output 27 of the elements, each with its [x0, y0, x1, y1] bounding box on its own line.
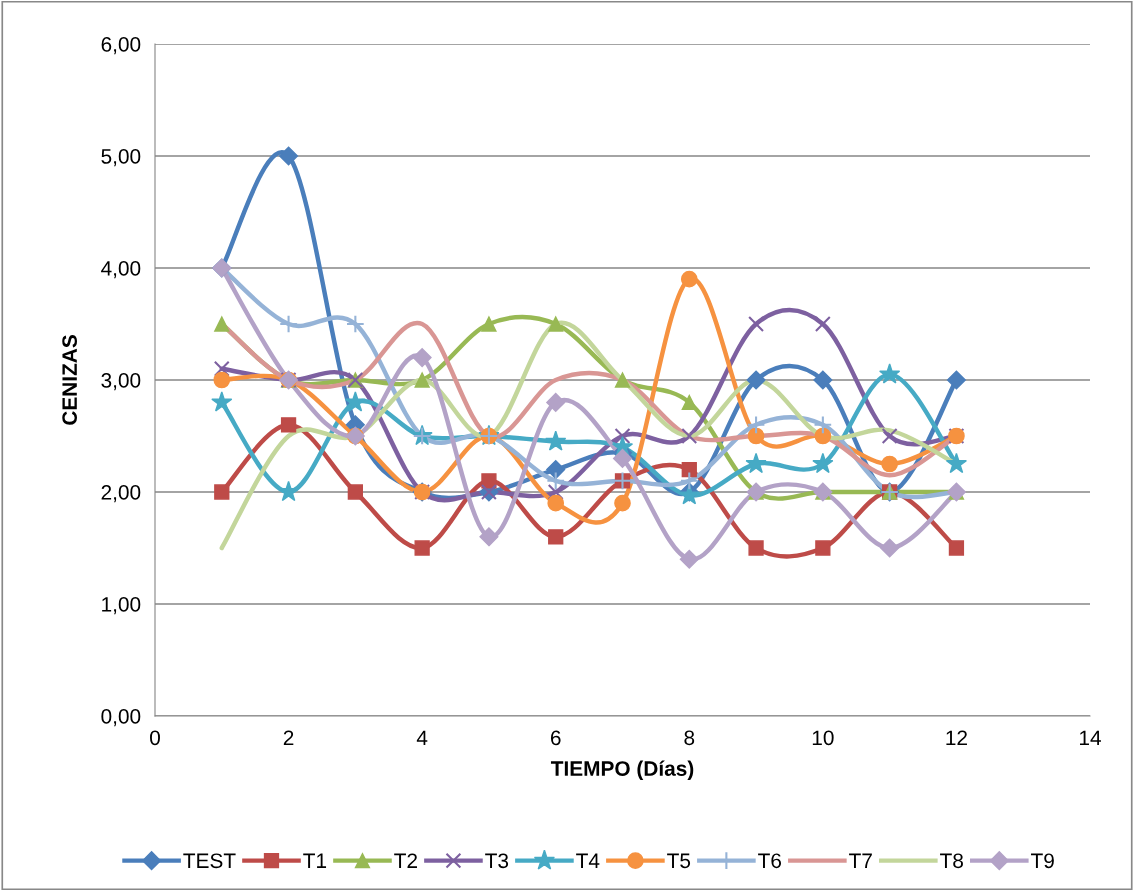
y-tick-label: 6,00	[101, 37, 141, 55]
x-tick-label: 14	[1080, 730, 1101, 745]
x-tick-label: 6	[550, 730, 561, 746]
y-tick-label: 2,00	[101, 485, 141, 503]
legend-label: T4	[576, 853, 600, 868]
x-tick-label: 10	[812, 730, 834, 746]
legend-label: T8	[940, 853, 963, 869]
legend-label: TEST	[183, 853, 236, 869]
y-tick-label: 1,00	[102, 597, 141, 615]
legend-label: T9	[1031, 853, 1054, 869]
y-tick-label: 5,00	[101, 149, 141, 167]
x-tick-label: 12	[946, 730, 967, 745]
legend-label: T1	[303, 853, 327, 868]
legend-label: T5	[667, 853, 691, 869]
x-axis-title: TIEMPO (Días)	[550, 760, 694, 781]
y-tick-label: 0,00	[101, 709, 141, 727]
y-tick-label: 3,00	[101, 373, 141, 391]
x-tick-label: 4	[416, 730, 428, 745]
y-tick-label: 4,00	[101, 261, 141, 279]
x-tick-label: 0	[150, 730, 160, 746]
legend-label: T6	[758, 853, 782, 869]
legend-label: T7	[849, 853, 872, 868]
legend-label: T2	[394, 853, 417, 868]
legend-label: T3	[485, 853, 509, 869]
x-tick-label: 2	[283, 730, 294, 745]
y-axis-title: CENIZAS	[62, 335, 78, 425]
x-tick-label: 8	[684, 730, 695, 746]
